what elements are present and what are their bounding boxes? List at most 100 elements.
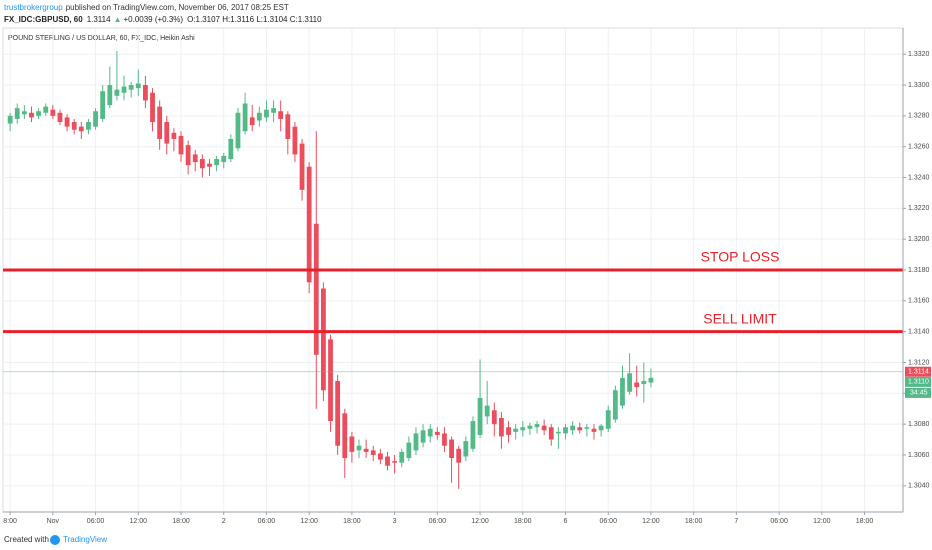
candle-body (499, 417, 504, 437)
change: +0.0039 (+0.3%) (123, 15, 183, 24)
level-label: SELL LIMIT (703, 310, 777, 326)
candle-body (313, 223, 319, 355)
x-tick-label: 12:00 (813, 518, 831, 525)
candle-body (86, 122, 91, 130)
candle-body (605, 410, 611, 429)
footer: Created with TradingView (4, 535, 107, 545)
chart-title: POUND STERLING / US DOLLAR, 60, FX_IDC, … (8, 35, 195, 42)
candle-body (214, 159, 220, 166)
candle-body (328, 339, 333, 422)
ohlc: O:1.3107 H:1.3116 L:1.3104 C:1.3110 (187, 15, 322, 24)
y-tick-label: 1.3180 (908, 267, 930, 274)
last-price-label: 1.3114 (908, 369, 929, 376)
candle-body (634, 382, 640, 388)
candle-body (541, 425, 547, 431)
candle-body (427, 428, 433, 437)
close-price-label: 1.3110 (908, 379, 929, 386)
x-tick-label: 8:00 (3, 518, 17, 525)
close-price-badge (905, 376, 931, 387)
candle-body (370, 450, 376, 455)
y-tick-label: 1.3120 (908, 359, 930, 366)
y-tick-label: 1.3240 (908, 174, 930, 181)
candle-body (135, 83, 141, 89)
y-tick-label: 1.3200 (908, 236, 930, 243)
countdown: 34:45 (910, 390, 928, 397)
candle-body (491, 410, 497, 425)
candle-body (114, 89, 120, 96)
candle-body (463, 441, 469, 457)
candle-body (235, 112, 241, 149)
candle-body (57, 112, 63, 123)
y-tick-label: 1.3060 (908, 452, 930, 459)
candle-body (221, 155, 227, 163)
x-tick-label: 2 (222, 518, 226, 525)
candle-body (278, 111, 284, 119)
published: published on TradingView.com, November 0… (66, 3, 289, 12)
candle-body (178, 135, 184, 155)
candle-body (207, 163, 212, 167)
candle-body (256, 112, 262, 121)
candle-body (107, 85, 113, 106)
candle-body (570, 425, 576, 431)
candle-body (29, 112, 34, 118)
brand-logo (50, 535, 60, 545)
publish-line: trustbrokergroup published on TradingView… (4, 3, 289, 12)
candle-body (192, 154, 198, 163)
candle-body (484, 405, 490, 417)
candle-body (520, 427, 526, 431)
last: 1.3114 (87, 15, 111, 24)
candle-body (292, 126, 298, 155)
candle-body (7, 115, 13, 124)
candle-body (598, 425, 604, 431)
candle-body (242, 103, 248, 132)
candle-body (199, 159, 205, 169)
y-tick-label: 1.3160 (908, 298, 930, 305)
x-tick-label: 7 (734, 518, 738, 525)
brand[interactable]: TradingView (63, 535, 107, 544)
x-tick-label: 6 (564, 518, 568, 525)
candle-body (420, 430, 426, 443)
candle-body (171, 132, 177, 139)
candle-body (470, 421, 476, 449)
candle-body (363, 448, 369, 452)
candle-body (164, 122, 170, 144)
publisher[interactable]: trustbrokergroup (4, 3, 63, 12)
footer-text: Created with (4, 535, 49, 544)
candle-body (335, 380, 341, 446)
x-tick-label: 12:00 (471, 518, 489, 525)
candle-body (121, 86, 127, 93)
candle-body (271, 108, 276, 113)
candle-body (36, 111, 42, 116)
candle-body (50, 109, 56, 116)
candle-body (563, 427, 568, 434)
candle-body (513, 428, 519, 432)
symbol: FX_IDC:GBPUSD, 60 (4, 15, 83, 24)
candle-body (627, 373, 632, 392)
x-tick-label: 12:00 (300, 518, 318, 525)
x-tick-label: 18:00 (856, 518, 874, 525)
candle-body (228, 138, 234, 160)
candle-body (342, 413, 348, 459)
x-tick-label: Nov (47, 518, 60, 525)
candle-body (648, 377, 654, 383)
candle-body (612, 390, 618, 420)
candle-body (157, 106, 163, 139)
candle-body (71, 122, 77, 130)
candle-body (456, 448, 462, 463)
candle-body (449, 439, 454, 459)
x-tick-label: 12:00 (642, 518, 660, 525)
candle-body (548, 427, 554, 440)
y-tick-label: 1.3040 (908, 483, 930, 490)
last-price-badge (905, 366, 931, 377)
level-label: STOP LOSS (701, 249, 780, 265)
countdown-badge (905, 387, 931, 398)
x-tick-label: 06:00 (429, 518, 447, 525)
candle-body (321, 288, 326, 391)
candle-body (392, 461, 398, 463)
candle-body (43, 106, 49, 113)
candle-body (249, 117, 255, 126)
candle-body (78, 126, 84, 132)
x-tick-label: 18:00 (685, 518, 703, 525)
